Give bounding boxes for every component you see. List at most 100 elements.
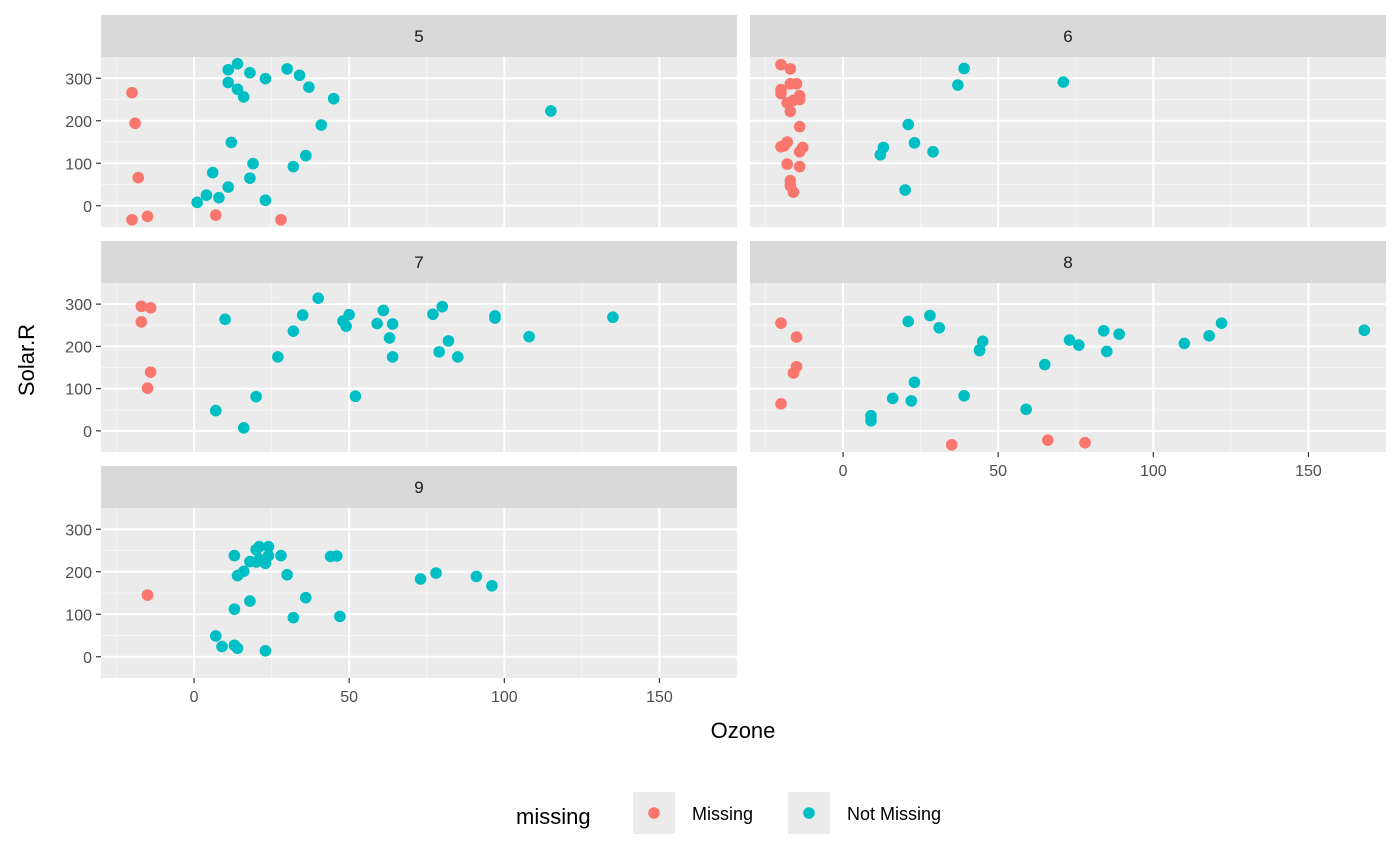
point-not-missing xyxy=(209,404,222,417)
y-tick-label: 0 xyxy=(83,650,92,667)
facet-strip-label: 8 xyxy=(1063,253,1072,272)
point-missing xyxy=(1042,434,1054,446)
point-not-missing xyxy=(272,351,284,363)
point-not-missing xyxy=(219,313,231,326)
point-not-missing xyxy=(1113,328,1125,340)
point-not-missing xyxy=(430,567,442,579)
facet-strip xyxy=(750,241,1386,283)
point-not-missing xyxy=(470,570,483,583)
point-not-missing xyxy=(343,308,355,321)
point-not-missing xyxy=(607,311,619,324)
point-not-missing xyxy=(383,332,396,344)
point-not-missing xyxy=(250,556,262,568)
point-not-missing xyxy=(386,351,399,363)
point-not-missing xyxy=(1215,317,1228,329)
y-tick-label: 200 xyxy=(65,339,92,356)
point-not-missing xyxy=(262,540,275,553)
point-missing xyxy=(775,58,787,71)
point-not-missing xyxy=(228,603,241,615)
point-not-missing xyxy=(927,145,939,158)
point-not-missing xyxy=(281,568,293,581)
y-tick-label: 300 xyxy=(65,71,92,88)
facet-panel-6: 6 xyxy=(750,15,1386,227)
point-not-missing xyxy=(545,105,557,117)
facet-strip-label: 7 xyxy=(414,253,423,272)
facet-panel-8: 8 xyxy=(750,241,1386,452)
point-not-missing xyxy=(1057,76,1070,88)
point-not-missing xyxy=(386,318,399,330)
facet-strip xyxy=(750,15,1386,57)
point-not-missing xyxy=(451,351,464,363)
point-not-missing xyxy=(1063,334,1076,346)
point-not-missing xyxy=(231,642,244,655)
point-not-missing xyxy=(262,549,275,562)
point-not-missing xyxy=(1038,358,1051,371)
point-missing xyxy=(144,302,157,314)
y-tick-label: 300 xyxy=(65,522,92,539)
point-not-missing xyxy=(1178,337,1191,350)
point-not-missing xyxy=(933,321,946,334)
point-not-missing xyxy=(293,69,306,82)
facet-panel-9: 9 xyxy=(101,466,737,678)
point-not-missing xyxy=(427,308,439,321)
point-not-missing xyxy=(222,76,234,89)
x-axis-title: Ozone xyxy=(711,718,776,743)
point-not-missing xyxy=(296,309,309,321)
point-not-missing xyxy=(200,189,213,201)
point-missing xyxy=(209,209,222,221)
point-missing xyxy=(126,213,138,226)
point-missing xyxy=(793,145,806,158)
y-tick-label: 100 xyxy=(65,382,92,399)
point-not-missing xyxy=(287,325,300,337)
point-not-missing xyxy=(523,330,535,343)
point-missing xyxy=(775,398,787,410)
point-missing xyxy=(144,366,157,378)
x-tick-label: 0 xyxy=(190,689,199,706)
point-not-missing xyxy=(259,72,272,85)
point-missing xyxy=(784,63,797,75)
point-missing xyxy=(945,439,958,451)
point-missing xyxy=(793,160,806,173)
point-not-missing xyxy=(213,191,225,204)
point-not-missing xyxy=(377,304,390,317)
point-not-missing xyxy=(1358,324,1371,337)
facet-strip xyxy=(101,15,737,57)
point-missing xyxy=(1079,436,1091,449)
point-missing xyxy=(275,213,287,226)
point-not-missing xyxy=(874,148,887,161)
point-not-missing xyxy=(299,149,312,162)
point-not-missing xyxy=(1203,330,1215,342)
point-not-missing xyxy=(222,181,234,193)
point-missing xyxy=(141,210,154,223)
point-not-missing xyxy=(1020,403,1032,416)
point-not-missing xyxy=(225,136,238,149)
facet-strip-label: 9 xyxy=(414,478,423,497)
x-tick-label: 0 xyxy=(839,463,848,480)
point-missing xyxy=(790,360,803,373)
point-not-missing xyxy=(902,315,915,328)
point-not-missing xyxy=(287,160,300,173)
point-not-missing xyxy=(414,573,427,585)
point-not-missing xyxy=(237,422,250,434)
point-not-missing xyxy=(259,194,272,207)
point-not-missing xyxy=(222,63,234,76)
point-missing xyxy=(790,331,803,343)
x-tick-label: 100 xyxy=(1140,463,1167,480)
point-not-missing xyxy=(244,172,256,184)
point-not-missing xyxy=(1073,339,1085,351)
y-tick-label: 100 xyxy=(65,607,92,624)
point-not-missing xyxy=(216,640,228,653)
point-not-missing xyxy=(349,390,362,403)
point-missing xyxy=(775,317,787,329)
facet-strip-label: 5 xyxy=(414,27,423,46)
point-not-missing xyxy=(303,81,315,93)
point-not-missing xyxy=(231,58,244,70)
point-not-missing xyxy=(1100,345,1113,358)
y-axis-title: Solar.R xyxy=(14,324,39,396)
point-not-missing xyxy=(287,611,300,624)
point-missing xyxy=(132,171,145,184)
point-not-missing xyxy=(244,66,256,79)
point-missing xyxy=(129,117,141,130)
y-tick-label: 0 xyxy=(83,424,92,441)
